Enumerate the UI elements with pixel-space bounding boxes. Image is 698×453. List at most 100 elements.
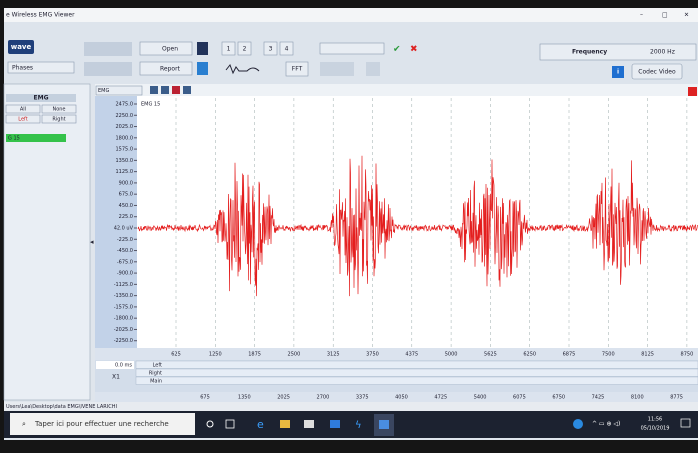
- app-icon[interactable]: ϟ: [355, 420, 362, 431]
- y-axis-label: -450.0: [117, 248, 133, 254]
- window-title: e Wireless EMG Viewer: [6, 12, 75, 19]
- status-path: Users\Lea\Desktop\data EMG\IVENE LARICHI: [6, 404, 117, 410]
- y-axis-label: 225.0: [119, 214, 133, 220]
- x-axis-label: 5625: [484, 352, 497, 358]
- y-axis-label: 1575.0: [116, 147, 134, 153]
- clock-time: 11:56: [648, 417, 662, 423]
- x-axis-label: 4375: [405, 352, 418, 358]
- y-axis-label: 675.0: [119, 192, 133, 198]
- close-plot[interactable]: [688, 87, 697, 96]
- phases-label: Phases: [12, 65, 33, 72]
- channel-label: G 15: [8, 136, 20, 142]
- search-glyph: ⌕: [22, 420, 26, 428]
- x-axis-label: 6875: [563, 352, 576, 358]
- confirm-icon[interactable]: ✔: [393, 45, 401, 55]
- open-label: Open: [162, 46, 178, 53]
- x-axis-label: 8125: [641, 352, 654, 358]
- track-row: [136, 361, 698, 369]
- filter-label: Right: [52, 117, 65, 123]
- logo: wave: [11, 43, 32, 51]
- save-icon[interactable]: [197, 42, 208, 55]
- cancel-icon[interactable]: ✖: [410, 45, 418, 55]
- x-axis-label: 7500: [602, 352, 615, 358]
- track-axis-label: 6750: [552, 395, 565, 401]
- chart-icon[interactable]: [320, 62, 354, 76]
- track-axis-label: 8775: [670, 395, 683, 401]
- y-axis-label: 2250.0: [116, 113, 134, 119]
- plot-icon[interactable]: [150, 86, 158, 94]
- plot-icon[interactable]: [172, 86, 180, 94]
- x-axis-label: 1875: [248, 352, 261, 358]
- track-label: Left: [153, 363, 162, 369]
- y-axis-label: 2025.0: [116, 124, 134, 130]
- track-axis-label: 8100: [631, 395, 644, 401]
- dropbox-icon[interactable]: [330, 420, 340, 428]
- frequency-value: 2000 Hz: [650, 49, 675, 56]
- screen: e Wireless EMG Viewer – □ ✕ wave Phases …: [0, 0, 698, 453]
- y-axis-label: 1350.0: [116, 158, 134, 164]
- x-axis-label: 3125: [327, 352, 340, 358]
- page-label: 2: [243, 46, 247, 53]
- y-axis-label: -1125.0: [114, 282, 133, 288]
- help-icon[interactable]: [573, 419, 583, 429]
- plot-icon[interactable]: [183, 86, 191, 94]
- page-label: 3: [269, 46, 273, 53]
- minimize[interactable]: –: [640, 12, 643, 19]
- filter-label: Left: [18, 117, 27, 123]
- search-placeholder: Taper ici pour effectuer une recherche: [34, 420, 169, 428]
- track-axis-label: 2700: [317, 395, 330, 401]
- fft-label: FFT: [292, 66, 303, 73]
- report-label: Report: [160, 66, 181, 73]
- page-label: 1: [227, 46, 231, 53]
- x-axis-label: 2500: [288, 352, 301, 358]
- page-label: 4: [285, 46, 289, 53]
- y-axis-label: 1800.0: [116, 135, 134, 141]
- y-axis-label: -2250.0: [114, 338, 133, 344]
- dropdown[interactable]: [320, 43, 384, 54]
- edge-icon[interactable]: e: [257, 418, 264, 431]
- y-axis-label: -900.0: [117, 271, 133, 277]
- emg-app-icon: [379, 420, 389, 429]
- x-axis-label: 6250: [523, 352, 536, 358]
- track-label: Right: [149, 371, 162, 377]
- explorer-icon[interactable]: [280, 420, 290, 428]
- track-row: [136, 369, 698, 377]
- collapse-arrow[interactable]: ◂: [90, 238, 94, 246]
- y-axis-label: -2025.0: [114, 327, 133, 333]
- tray-icons[interactable]: ^ ▭ ⊕ ◁): [592, 421, 620, 428]
- track-axis-label: 6075: [513, 395, 526, 401]
- tool-icon[interactable]: [366, 62, 380, 76]
- icon-group: [84, 62, 132, 76]
- maximize[interactable]: □: [662, 12, 668, 19]
- info-glyph: i: [617, 69, 619, 76]
- store-icon[interactable]: [304, 420, 314, 428]
- track-label: Main: [150, 379, 162, 385]
- title-bar: [4, 8, 698, 22]
- x-axis-label: 3750: [366, 352, 379, 358]
- y-axis-label: -675.0: [117, 259, 133, 265]
- track-axis-label: 3375: [356, 395, 369, 401]
- x-axis-label: 8750: [681, 352, 694, 358]
- plot-icon[interactable]: [161, 86, 169, 94]
- close[interactable]: ✕: [684, 12, 689, 19]
- y-axis-label: 42.0 uV: [114, 226, 134, 232]
- zoom-label: X1: [112, 374, 120, 381]
- x-axis-label: 5000: [445, 352, 458, 358]
- codec-label: Codec Video: [638, 69, 676, 76]
- clock-date: 05/10/2019: [641, 426, 670, 432]
- x-axis-label: 625: [171, 352, 181, 358]
- arrow-icon[interactable]: [197, 62, 208, 75]
- y-axis-label: 450.0: [119, 203, 133, 209]
- frequency-label: Frequency: [572, 49, 607, 56]
- plot-area: [95, 84, 698, 360]
- y-axis-label: 900.0: [119, 180, 133, 186]
- y-axis-label: 1125.0: [116, 169, 134, 175]
- channel-name: EMG 15: [141, 102, 160, 108]
- track-axis-label: 7425: [592, 395, 605, 401]
- track-axis-label: 4050: [395, 395, 408, 401]
- track-axis-label: 675: [200, 395, 210, 401]
- y-axis-label: 2475.0: [116, 102, 134, 108]
- y-axis-label: -1575.0: [114, 304, 133, 310]
- icon-group: [84, 42, 132, 56]
- y-axis-label: -225.0: [117, 237, 133, 243]
